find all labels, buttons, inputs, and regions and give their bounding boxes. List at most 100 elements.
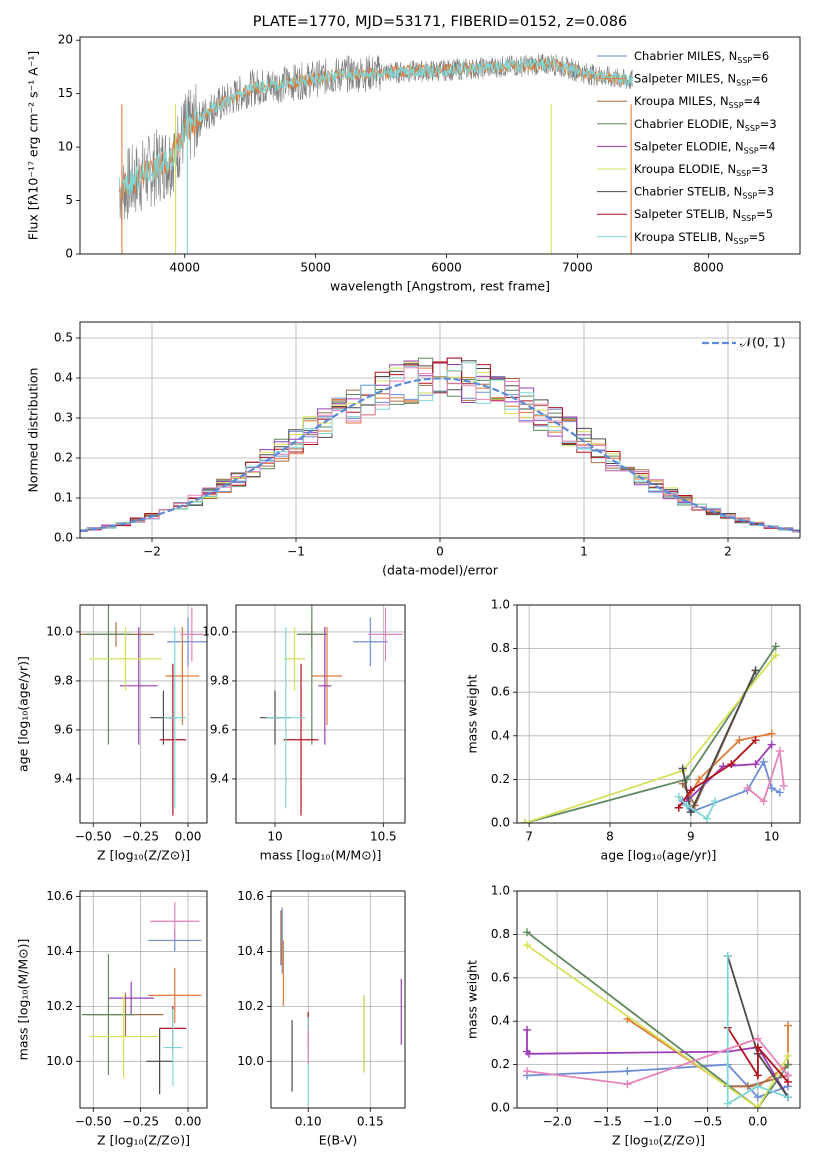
x-axis-label: mass [log₁₀(M/M⊙)]	[260, 848, 382, 863]
legend-name: Kroupa STELIB, N	[634, 230, 734, 244]
errorbar-point	[119, 627, 158, 745]
y-tick-label: 10.0	[46, 624, 73, 638]
mass-weight-series	[682, 759, 781, 814]
errorbar-point	[163, 1009, 183, 1087]
plus-marker	[523, 928, 532, 937]
mass-weight-series	[726, 1027, 789, 1083]
mass-weight-series	[526, 1037, 789, 1086]
y-tick-label: 15	[58, 86, 73, 100]
legend-entry: Kroupa STELIB, NSSP=5	[634, 230, 765, 246]
y-tick-label: 9.6	[210, 722, 229, 736]
axes-frame	[79, 604, 208, 824]
plus-marker	[775, 747, 784, 756]
errorbar-point	[283, 627, 306, 691]
plus-marker	[753, 1082, 762, 1091]
legend-name: Chabrier MILES, N	[634, 49, 737, 63]
plus-marker	[523, 1067, 532, 1076]
legend-name: Kroupa ELODIE, N	[634, 162, 736, 176]
plus-marker	[674, 803, 683, 812]
errorbar-point	[167, 617, 207, 667]
y-tick-label: 9.4	[54, 771, 73, 785]
x-axis-label: E(B-V)	[319, 1133, 358, 1148]
plus-marker	[523, 1025, 532, 1034]
plus-marker	[767, 729, 776, 738]
legend-suffix: =5	[749, 230, 766, 244]
x-tick-label: −0.50	[75, 1115, 112, 1129]
x-tick-label: −1	[287, 545, 305, 559]
y-tick-label: 10.0	[202, 624, 229, 638]
plus-marker	[682, 801, 691, 810]
legend-suffix: =6	[752, 49, 769, 63]
errorbar-point	[266, 627, 306, 809]
y-tick-label: 10.4	[46, 944, 73, 958]
x-tick-label: 4000	[169, 261, 200, 275]
x-tick-label: 0.00	[175, 830, 202, 844]
x-tick-label: 7000	[562, 261, 593, 275]
y-axis-label: Flux [fλ10⁻¹⁷ erg cm⁻² s⁻¹ A⁻¹]	[26, 51, 41, 240]
x-tick-label: −0.25	[122, 1115, 159, 1129]
y-tick-label: 0.6	[491, 685, 510, 699]
x-tick-label: 8	[606, 830, 614, 844]
x-axis-label: wavelength [Angstrom, rest frame]	[330, 279, 550, 294]
y-axis-label: Normed distribution	[26, 368, 41, 493]
legend-sub: SSP	[734, 237, 749, 246]
x-tick-label: −0.5	[693, 1115, 722, 1129]
legend-entry: Chabrier MILES, NSSP=6	[634, 49, 769, 65]
x-tick-label: 0.0	[748, 1115, 767, 1129]
errorbar-point	[163, 627, 187, 809]
legend-name: Salpeter STELIB, N	[634, 207, 741, 221]
legend-name: Chabrier ELODIE, N	[634, 117, 745, 131]
y-tick-label: 0.0	[54, 531, 73, 545]
mass-weight-vs-z-axes: −2.0 −1.5 −1.0 −0.5 0.0 0.0 0.2 0.4 0.6 0.8 1.0 Z […	[465, 884, 801, 1148]
mass-weight-series	[686, 743, 773, 802]
plus-marker	[783, 1051, 792, 1060]
x-axis-label: Z [log₁₀(Z/Z⊙)]	[97, 848, 190, 863]
legend-sub: SSP	[741, 214, 756, 223]
x-tick-label: −1.5	[593, 1115, 622, 1129]
plus-marker	[775, 788, 784, 797]
y-tick-label: 9.8	[54, 673, 73, 687]
errorbar-point	[159, 663, 187, 816]
y-tick-label: 10.4	[237, 944, 264, 958]
errorbar-point	[89, 995, 158, 1078]
plus-marker	[727, 760, 736, 769]
y-tick-label: 10.6	[237, 889, 264, 903]
legend-sub: SSP	[736, 79, 751, 88]
legend-entry: Chabrier ELODIE, NSSP=3	[634, 117, 777, 133]
plus-marker	[751, 760, 760, 769]
x-tick-label: 10.5	[370, 830, 397, 844]
plus-marker	[771, 651, 780, 660]
y-tick-label: 10.0	[46, 1054, 73, 1068]
legend-sub: SSP	[737, 56, 752, 65]
plus-marker	[751, 736, 760, 745]
mass-vs-ebv-axes: 0.10 0.15 10.0 10.2 10.4 10.6 E(B-V)	[237, 889, 406, 1148]
errorbar-point	[283, 663, 319, 816]
legend-entry: Salpeter ELODIE, NSSP=4	[634, 139, 776, 155]
errorbar-point	[165, 627, 200, 726]
x-tick-label: 7	[525, 830, 533, 844]
axes-frame	[235, 604, 406, 824]
y-tick-label: 10	[58, 140, 73, 154]
plus-marker	[521, 819, 530, 823]
plus-marker	[678, 764, 687, 773]
axes-frame	[516, 890, 801, 1109]
chart-title: PLATE=1770, MJD=53171, FIBERID=0152, z=0…	[253, 14, 627, 30]
y-tick-label: 10.6	[46, 889, 73, 903]
y-tick-label: 10.2	[46, 999, 73, 1013]
mass-weight-series	[682, 670, 757, 808]
plus-marker	[753, 1034, 762, 1043]
x-tick-label: 10	[764, 830, 779, 844]
plus-marker	[623, 1080, 632, 1089]
mass-weight-series	[746, 750, 785, 803]
y-tick-label: 0.4	[54, 371, 73, 385]
mass-weight-series	[726, 956, 789, 1106]
plus-marker	[753, 1104, 762, 1108]
errorbar-point	[368, 607, 403, 662]
legend-sub: SSP	[744, 146, 759, 155]
age-vs-mass-axes: 10 10.5 9.4 9.6 9.8 10.0 mass [log₁₀(M/M⊙)]	[202, 604, 406, 863]
legend-entry: Kroupa MILES, NSSP=4	[634, 94, 760, 110]
plus-marker	[686, 808, 695, 817]
legend-suffix: =3	[751, 162, 768, 176]
mass-weight-series	[524, 654, 777, 823]
